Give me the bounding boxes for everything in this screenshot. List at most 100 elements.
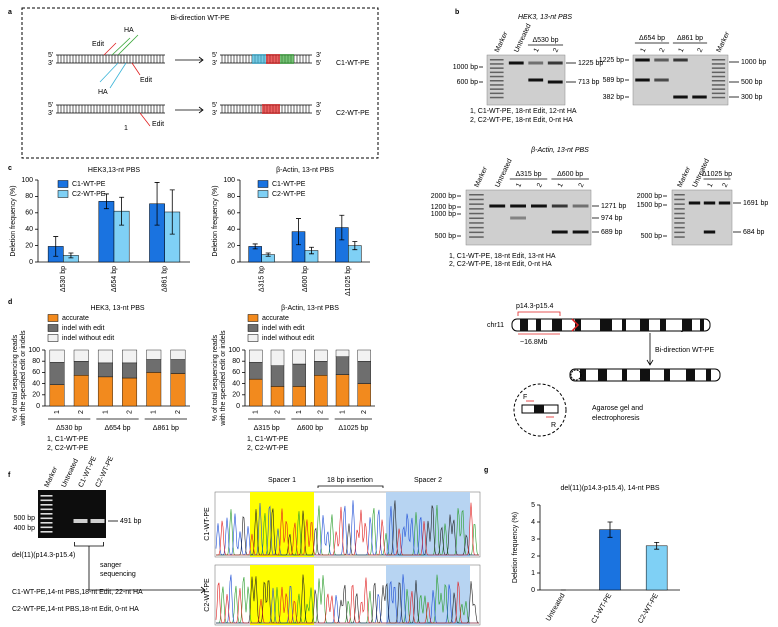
size-label: 1000 bp: [741, 59, 766, 66]
x-tick-label: Δ530 bp: [60, 266, 67, 292]
y-tick-label: 40: [32, 380, 40, 387]
ladder-band: [40, 531, 53, 533]
chromosome-band: [536, 319, 541, 331]
zoom-circle: [513, 383, 567, 437]
bar-segment: [146, 372, 162, 407]
legend-swatch: [247, 324, 259, 332]
gel-band: [703, 201, 716, 205]
ladder-band: [489, 96, 504, 99]
y-tick-label: 40: [25, 226, 33, 233]
chart-note: 2, C2-WT-PE: [247, 445, 289, 452]
y-tick-label: 2: [531, 553, 535, 560]
size-label: 2000 bp: [431, 193, 456, 200]
gel-band: [703, 230, 716, 234]
x-tick-label: Δ315 bp: [259, 266, 266, 292]
error-bar: [265, 252, 271, 257]
edit-segment: [262, 104, 280, 114]
x-tick-label: 2: [78, 410, 85, 414]
edit-label: Edit: [92, 41, 104, 48]
legend-label: C1-WT-PE: [72, 181, 106, 188]
y-tick-label: 4: [531, 519, 535, 526]
chromosome-label: chr11: [487, 322, 504, 329]
bar-segment: [314, 361, 328, 376]
bar-segment: [170, 373, 186, 407]
bar-segment: [97, 362, 113, 378]
size-label: 500 bp: [741, 79, 763, 86]
ha-flap: [111, 34, 139, 56]
gel-band: [510, 216, 526, 220]
gel-band: [528, 78, 544, 82]
bar-segment: [122, 362, 138, 379]
x-tick-label: Δ861 bp: [162, 266, 169, 292]
error-bar: [53, 236, 59, 257]
bar-segment: [170, 349, 186, 360]
panel-label: g: [484, 467, 488, 474]
edit-flap: [131, 62, 141, 76]
group-label: Δ530 bp: [56, 425, 82, 432]
spacer-highlight: [250, 492, 314, 557]
ladder-band: [469, 194, 484, 196]
bar-segment: [335, 356, 350, 375]
ladder-band: [674, 194, 685, 196]
lane-label: 1: [515, 182, 523, 189]
size-label: 589 bp: [603, 77, 625, 84]
gel-band: [692, 95, 707, 99]
size-label: 1000 bp: [453, 64, 478, 71]
nick-label: 1: [124, 125, 128, 132]
ladder-band: [674, 222, 685, 224]
y-tick-label: 20: [232, 392, 240, 399]
gel-band: [73, 519, 88, 523]
ladder-band: [711, 96, 726, 99]
ladder-band: [469, 203, 484, 205]
chart-title: del(11)(p14.3-p15.4), 14-nt PBS: [560, 485, 659, 492]
ladder-band: [489, 71, 504, 74]
bar-segment: [249, 378, 263, 407]
strand-end: 3': [48, 60, 53, 67]
edit-segment: [280, 54, 294, 64]
y-tick-label: 0: [236, 403, 240, 410]
chromosome-band: [622, 369, 627, 381]
strand-end: 5': [48, 52, 53, 59]
ladder-band: [711, 63, 726, 65]
legend-label: indel with edit: [262, 325, 304, 332]
gel-band: [547, 61, 563, 65]
x-tick-label: 1: [339, 410, 346, 414]
error-bar: [352, 241, 358, 251]
ladder-band: [469, 212, 484, 215]
lane-label: 2: [552, 47, 560, 54]
legend-swatch: [47, 334, 59, 342]
y-axis-label: % of total sequencing reads: [212, 334, 219, 421]
y-tick-label: 100: [228, 347, 240, 354]
gel-band: [688, 201, 701, 205]
chart-note: 1, C1-WT-PE: [247, 436, 289, 443]
size-label: 500 bp: [14, 515, 36, 522]
bar-segment: [97, 349, 113, 364]
y-tick-label: 60: [25, 210, 33, 217]
bar-segment: [49, 384, 65, 407]
group-label: Δ654 bp: [104, 425, 130, 432]
y-tick-label: 80: [227, 193, 235, 200]
gel-band: [673, 58, 688, 62]
error-bar: [169, 189, 175, 235]
ladder-band: [711, 75, 726, 78]
error-bar: [154, 182, 160, 226]
y-tick-label: 3: [531, 536, 535, 543]
ha-flap: [99, 62, 127, 89]
chromatogram-trace: [215, 577, 479, 624]
region-label: Spacer 1: [268, 477, 296, 484]
assay-label: Agarose gel and: [592, 405, 643, 412]
junction-band: [534, 405, 544, 413]
error-bar: [68, 252, 74, 259]
ladder-band: [469, 231, 484, 234]
y-tick-label: 100: [28, 347, 40, 354]
size-label: 382 bp: [603, 94, 625, 101]
gel-title: HEK3, 13-nt PBS: [518, 14, 572, 21]
gel-band: [572, 204, 589, 208]
gel-band: [551, 204, 568, 208]
ladder-band: [469, 208, 484, 210]
bar-segment: [73, 361, 89, 376]
y-axis-label: with the specified edit or indels: [20, 330, 27, 427]
x-tick-label: 1: [102, 410, 109, 414]
bar-segment: [270, 365, 285, 387]
legend-label: indel without edit: [62, 335, 114, 342]
